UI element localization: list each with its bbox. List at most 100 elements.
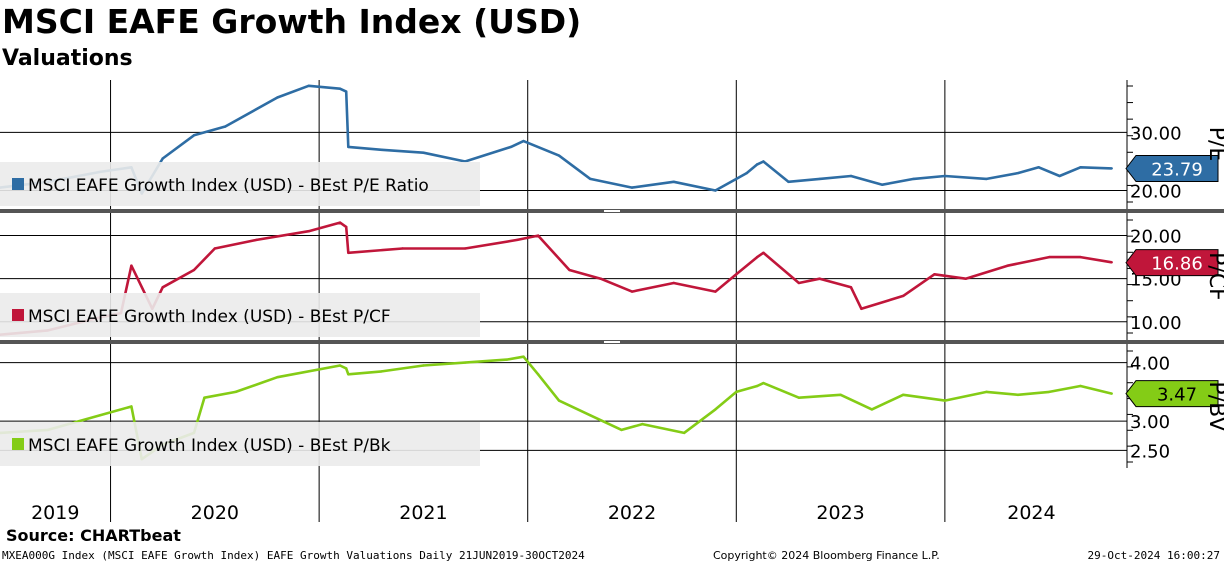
chart-subtitle: Valuations: [2, 46, 133, 71]
data-point-1-32: [964, 277, 967, 280]
data-point-1-28: [849, 286, 853, 289]
data-point-1-31: [933, 273, 936, 276]
data-point-1-12: [345, 225, 348, 229]
legend-box-1: [0, 293, 480, 337]
data-point-2-24: [714, 408, 717, 411]
series-line-0: [0, 84, 1112, 195]
data-point-2-21: [620, 428, 623, 432]
data-point-0-16: [509, 145, 513, 149]
data-point-0-28: [849, 174, 853, 178]
last-value-label-0: 23.79: [1151, 159, 1203, 180]
x-tick-label-2024: 2024: [1007, 502, 1055, 524]
data-point-2-28: [797, 396, 801, 399]
data-point-0-22: [714, 189, 717, 192]
data-point-1-25: [762, 251, 765, 254]
data-point-0-25: [762, 160, 765, 163]
axis-label-2: P/BV: [1204, 381, 1224, 431]
data-point-0-36: [1079, 166, 1082, 169]
data-point-1-19: [599, 277, 602, 280]
data-point-1-9: [255, 238, 258, 242]
legend-label-2: MSCI EAFE Growth Index (USD) - BEst P/Bk: [28, 436, 391, 456]
data-point-1-13: [347, 251, 350, 254]
data-point-2-27: [762, 381, 765, 385]
data-point-0-37: [1110, 167, 1113, 170]
data-point-2-9: [276, 376, 279, 379]
data-point-0-9: [307, 84, 310, 88]
data-point-0-17: [522, 139, 525, 143]
data-point-0-6: [192, 134, 196, 137]
data-point-1-7: [192, 268, 196, 272]
last-value-label-2: 3.47: [1157, 385, 1197, 406]
y-tick-label-0-0: 20.00: [1130, 182, 1182, 203]
data-point-1-8: [213, 247, 217, 250]
data-point-2-11: [345, 367, 348, 370]
data-point-0-29: [881, 183, 884, 186]
data-point-0-20: [630, 186, 634, 189]
data-point-2-34: [1016, 393, 1020, 396]
data-point-0-10: [338, 87, 342, 90]
data-point-0-27: [818, 177, 821, 181]
x-tick-label-2022: 2022: [608, 502, 656, 524]
data-point-2-2: [98, 414, 102, 417]
data-point-0-5: [161, 157, 164, 160]
y-tick-label-0-1: 30.00: [1130, 123, 1182, 144]
ticker-info: MXEA000G Index (MSCI EAFE Growth Index) …: [2, 549, 585, 562]
data-point-2-20: [589, 414, 592, 417]
data-point-2-16: [505, 358, 509, 361]
data-point-2-13: [380, 370, 383, 373]
data-point-0-30: [912, 177, 915, 181]
data-point-2-37: [1110, 392, 1113, 395]
legend-box-0: [0, 162, 480, 206]
data-point-1-34: [1047, 255, 1051, 259]
data-point-0-11: [345, 90, 348, 93]
data-point-1-27: [818, 277, 821, 280]
data-point-1-14: [401, 247, 404, 250]
x-tick-label-2019: 2019: [31, 502, 79, 524]
timestamp: 29-Oct-2024 16:00:27: [1087, 549, 1220, 562]
data-point-1-4: [130, 264, 133, 267]
data-point-2-17: [522, 355, 525, 358]
data-point-2-25: [735, 390, 738, 394]
y-tick-label-2-0: 2.50: [1130, 441, 1170, 462]
y-tick-label-1-2: 20.00: [1130, 227, 1182, 248]
data-point-1-18: [568, 268, 571, 272]
data-point-1-17: [536, 234, 540, 237]
legend-label-1: MSCI EAFE Growth Index (USD) - BEst P/CF: [28, 307, 391, 327]
chart-title: MSCI EAFE Growth Index (USD): [2, 2, 582, 41]
data-point-1-35: [1079, 255, 1082, 259]
panel-divider-grip-0: [604, 210, 620, 212]
data-point-1-26: [797, 281, 801, 285]
data-point-2-10: [338, 364, 342, 367]
data-point-2-31: [901, 393, 905, 396]
data-point-0-14: [422, 151, 425, 154]
source-label: Source: CHARTbeat: [6, 526, 181, 545]
last-value-tag-2: [1125, 380, 1219, 408]
legend-box-2: [0, 422, 480, 466]
data-point-1-24: [755, 255, 759, 259]
data-point-1-30: [901, 294, 905, 298]
y-tick-label-1-0: 10.00: [1130, 313, 1182, 334]
data-point-2-8: [234, 390, 237, 394]
data-point-1-10: [307, 230, 310, 233]
data-point-0-8: [276, 96, 279, 99]
data-point-2-33: [985, 390, 988, 394]
data-point-0-21: [672, 180, 675, 184]
data-point-2-36: [1079, 384, 1082, 388]
axis-label-0: P/E: [1204, 127, 1224, 162]
data-point-2-18: [536, 373, 540, 376]
panel-divider-grip-1: [604, 341, 620, 343]
data-point-0-32: [985, 177, 988, 181]
last-value-tag-1: [1125, 249, 1219, 277]
data-point-0-7: [224, 125, 227, 128]
copyright-notice: Copyright© 2024 Bloomberg Finance L.P.: [713, 549, 940, 562]
data-point-0-35: [1058, 174, 1061, 178]
data-point-0-19: [589, 177, 592, 181]
data-point-0-31: [943, 174, 947, 178]
data-point-2-15: [463, 361, 467, 364]
data-point-2-30: [870, 408, 874, 411]
data-point-0-24: [755, 163, 759, 166]
data-point-1-16: [516, 238, 519, 242]
data-point-1-23: [735, 273, 738, 276]
y-tick-label-2-1: 3.00: [1130, 412, 1170, 433]
